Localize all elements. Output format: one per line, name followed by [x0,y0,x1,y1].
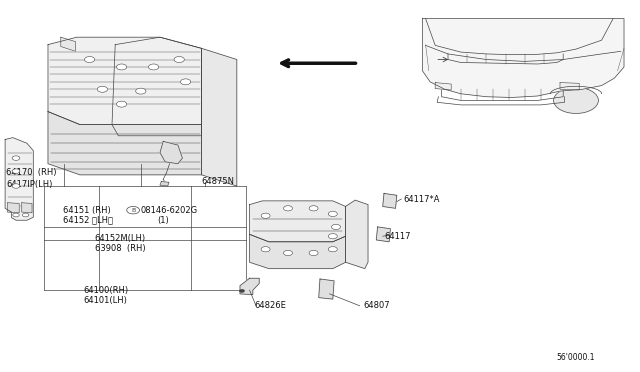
Polygon shape [560,83,579,90]
Polygon shape [346,200,368,269]
Circle shape [127,206,140,214]
Text: 64100(RH): 64100(RH) [83,286,129,295]
Circle shape [22,213,29,217]
Circle shape [261,247,270,252]
Circle shape [328,234,337,239]
Polygon shape [376,227,390,242]
Polygon shape [319,279,334,299]
Circle shape [12,184,20,188]
Circle shape [13,213,19,217]
Circle shape [12,169,20,173]
Text: 08146-6202G: 08146-6202G [141,206,198,215]
Polygon shape [435,83,451,90]
Text: B: B [131,208,135,213]
Circle shape [116,101,127,107]
Text: 64807: 64807 [363,301,390,310]
Circle shape [97,86,108,92]
Text: 64152M(LH): 64152M(LH) [95,234,146,243]
Polygon shape [8,203,19,213]
Polygon shape [250,201,346,242]
Polygon shape [160,141,182,164]
Text: 64170  (RH): 64170 (RH) [6,169,57,177]
Circle shape [554,87,598,113]
Circle shape [284,250,292,256]
Text: 64117: 64117 [384,232,410,241]
Circle shape [180,79,191,85]
Polygon shape [48,37,202,125]
Circle shape [136,88,146,94]
Polygon shape [61,37,76,51]
Text: 6417IP(LH): 6417IP(LH) [6,180,52,189]
Circle shape [174,57,184,62]
Circle shape [328,211,337,217]
Polygon shape [160,182,169,186]
Circle shape [261,213,270,218]
Circle shape [116,64,127,70]
Polygon shape [48,112,202,175]
Text: 64152 〈LH〉: 64152 〈LH〉 [63,216,113,225]
Polygon shape [422,19,624,97]
Circle shape [309,206,318,211]
Circle shape [309,250,318,256]
Circle shape [332,224,340,230]
Circle shape [284,206,292,211]
Circle shape [84,57,95,62]
Text: 64875N: 64875N [202,177,235,186]
Polygon shape [202,48,237,186]
Polygon shape [22,203,32,213]
Circle shape [148,64,159,70]
Circle shape [12,156,20,160]
Text: 63908  (RH): 63908 (RH) [95,244,145,253]
Text: 56'0000.1: 56'0000.1 [557,353,595,362]
Circle shape [239,289,244,292]
Polygon shape [250,234,346,269]
Text: 64151 (RH): 64151 (RH) [63,206,111,215]
Circle shape [328,247,337,252]
Text: 64101(LH): 64101(LH) [83,296,127,305]
Text: 64117*A: 64117*A [403,195,440,203]
Polygon shape [240,278,259,295]
Text: 64826E: 64826E [255,301,287,310]
Polygon shape [5,138,33,220]
Polygon shape [383,193,397,208]
Text: (1): (1) [157,216,168,225]
